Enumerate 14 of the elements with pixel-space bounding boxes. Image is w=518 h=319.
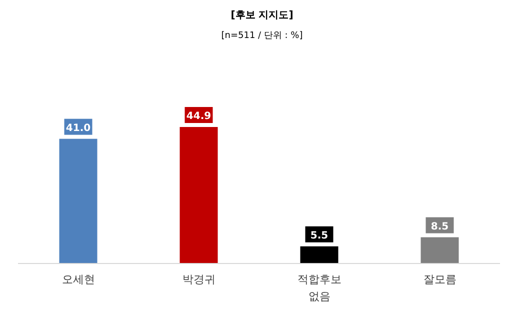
bar xyxy=(59,138,98,263)
bar xyxy=(180,127,218,263)
bar xyxy=(300,246,338,263)
chart-title: [후보 지지도] xyxy=(230,10,294,21)
data-label: 41.0 xyxy=(66,122,91,134)
data-label: 44.9 xyxy=(186,111,212,122)
x-tick-label: 박경귀 xyxy=(182,273,216,286)
bar xyxy=(420,237,459,263)
data-label: 8.5 xyxy=(430,221,449,232)
x-tick-label: 오세현 xyxy=(62,273,95,286)
x-tick-label: 적합후보 없음 xyxy=(297,273,342,303)
data-label: 5.5 xyxy=(310,230,328,242)
x-tick-label: 잘모름 xyxy=(423,273,456,286)
chart-subtitle: [n=511 / 단위 : %] xyxy=(221,31,303,41)
